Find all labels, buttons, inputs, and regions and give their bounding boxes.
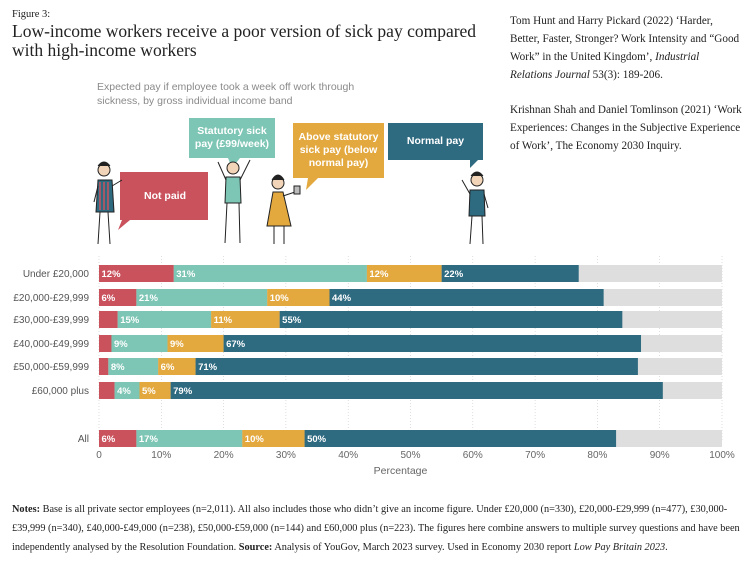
bar-segment	[242, 430, 305, 447]
bar-segment	[99, 335, 112, 352]
data-label: 21%	[139, 293, 159, 304]
bar-segment	[117, 311, 212, 328]
data-label: 17%	[139, 434, 159, 445]
data-label: 5%	[142, 386, 156, 397]
chart-subtitle: Expected pay if employee took a week off…	[97, 81, 355, 107]
x-tick-label: 100%	[709, 450, 735, 461]
data-label: 12%	[369, 269, 389, 280]
bar-segment	[136, 430, 243, 447]
x-tick-label: 10%	[151, 450, 171, 461]
category-label: £60,000 plus	[32, 386, 89, 397]
data-label: 9%	[114, 339, 128, 350]
category-label: £50,000-£59,999	[13, 362, 89, 373]
bar-segment	[267, 289, 330, 306]
bar-segment	[99, 358, 109, 375]
bar-segment	[111, 335, 168, 352]
bar-segment	[167, 335, 224, 352]
callout-not-paid: Not paid	[144, 189, 186, 202]
data-label: 44%	[332, 293, 352, 304]
bar-segment	[99, 382, 115, 399]
category-label: £20,000-£29,999	[13, 293, 89, 304]
data-label: 10%	[270, 293, 290, 304]
bar-segment	[139, 382, 171, 399]
data-label: 12%	[102, 269, 122, 280]
data-label: 9%	[170, 339, 184, 350]
references: Tom Hunt and Harry Pickard (2022) ‘Harde…	[510, 12, 742, 172]
callout-above-statutory: Above statutory sick pay (below normal p…	[298, 131, 379, 169]
bar-segment	[173, 265, 367, 282]
data-label: 79%	[173, 386, 193, 397]
bar-segment	[211, 311, 280, 328]
data-label: 10%	[245, 434, 265, 445]
data-label: 22%	[444, 269, 464, 280]
bar-segment	[136, 289, 268, 306]
bar-segment	[99, 289, 137, 306]
callout-statutory: Statutory sick pay (£99/week)	[194, 125, 270, 150]
bar-segment	[279, 311, 623, 328]
data-label: 4%	[117, 386, 131, 397]
bar-segment	[99, 430, 137, 447]
chart-title: Low-income workers receive a poor versio…	[12, 21, 477, 60]
x-tick-label: 40%	[338, 450, 358, 461]
bar-segment	[441, 265, 579, 282]
data-label: 6%	[102, 434, 116, 445]
bar-segment	[99, 265, 174, 282]
data-label: 71%	[198, 362, 218, 373]
x-tick-label: 30%	[276, 450, 296, 461]
x-axis-label: Percentage	[374, 465, 428, 477]
data-label: 6%	[161, 362, 175, 373]
data-label: 6%	[102, 293, 116, 304]
bar-segment	[223, 335, 642, 352]
callout-normal-pay: Normal pay	[406, 135, 465, 147]
x-tick-label: 60%	[463, 450, 483, 461]
category-label: £30,000-£39,999	[13, 315, 89, 326]
bar-segment	[114, 382, 140, 399]
data-label: 50%	[307, 434, 327, 445]
data-label: 31%	[176, 269, 196, 280]
x-tick-label: 20%	[214, 450, 234, 461]
bar-segment	[329, 289, 604, 306]
data-label: 8%	[111, 362, 125, 373]
bar-segment	[170, 382, 663, 399]
bar-segment	[108, 358, 159, 375]
category-label: Under £20,000	[23, 269, 90, 280]
x-tick-label: 50%	[400, 450, 420, 461]
data-label: 15%	[120, 315, 140, 326]
data-label: 55%	[282, 315, 302, 326]
x-tick-label: 90%	[650, 450, 670, 461]
bar-segment	[99, 311, 118, 328]
x-tick-label: 80%	[587, 450, 607, 461]
notes: Notes: Base is all private sector employ…	[12, 504, 740, 553]
data-label: 11%	[214, 315, 233, 326]
reference-2: Krishnan Shah and Daniel Tomlinson (2021…	[510, 104, 742, 152]
x-tick-label: 0	[96, 450, 102, 461]
reference-1: Tom Hunt and Harry Pickard (2022) ‘Harde…	[510, 15, 740, 81]
data-label: 67%	[226, 339, 246, 350]
x-tick-label: 70%	[525, 450, 545, 461]
category-label: All	[78, 434, 89, 445]
bar-segment	[195, 358, 638, 375]
bar-segment	[366, 265, 442, 282]
figure-label: Figure 3:	[12, 9, 51, 20]
bar-segment	[304, 430, 617, 447]
category-label: £40,000-£49,999	[13, 339, 89, 350]
bar-segment	[158, 358, 196, 375]
